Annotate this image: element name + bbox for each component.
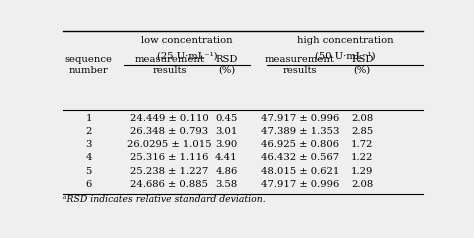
Text: 4.41: 4.41 [215, 153, 237, 162]
Text: 48.015 ± 0.621: 48.015 ± 0.621 [261, 167, 339, 176]
Text: RSD
(%): RSD (%) [215, 55, 237, 74]
Text: 2.85: 2.85 [351, 127, 374, 136]
Text: measurement
results: measurement results [265, 55, 335, 74]
Text: 46.432 ± 0.567: 46.432 ± 0.567 [261, 153, 339, 162]
Text: 2.08: 2.08 [351, 180, 374, 189]
Text: low concentration: low concentration [141, 36, 233, 45]
Text: 24.686 ± 0.885: 24.686 ± 0.885 [130, 180, 209, 189]
Text: 24.449 ± 0.110: 24.449 ± 0.110 [130, 114, 209, 123]
Text: 3: 3 [85, 140, 92, 149]
Text: 1.72: 1.72 [351, 140, 374, 149]
Text: 3.01: 3.01 [215, 127, 237, 136]
Text: 26.348 ± 0.793: 26.348 ± 0.793 [130, 127, 209, 136]
Text: 47.917 ± 0.996: 47.917 ± 0.996 [261, 180, 339, 189]
Text: sequence
number: sequence number [64, 55, 113, 74]
Text: 4.86: 4.86 [215, 167, 237, 176]
Text: 4: 4 [85, 153, 92, 162]
Text: 3.58: 3.58 [215, 180, 237, 189]
Text: high concentration: high concentration [297, 36, 393, 45]
Text: 46.925 ± 0.806: 46.925 ± 0.806 [261, 140, 339, 149]
Text: 5: 5 [85, 167, 92, 176]
Text: 47.917 ± 0.996: 47.917 ± 0.996 [261, 114, 339, 123]
Text: 3.90: 3.90 [215, 140, 237, 149]
Text: 2: 2 [85, 127, 92, 136]
Text: 25.238 ± 1.227: 25.238 ± 1.227 [130, 167, 209, 176]
Text: 0.45: 0.45 [215, 114, 237, 123]
Text: RSD
(%): RSD (%) [351, 55, 374, 74]
Text: (50 U·mL⁻¹): (50 U·mL⁻¹) [315, 51, 375, 60]
Text: (25 U·mL⁻¹): (25 U·mL⁻¹) [156, 51, 217, 60]
Text: 1.22: 1.22 [351, 153, 374, 162]
Text: 1: 1 [85, 114, 92, 123]
Text: 25.316 ± 1.116: 25.316 ± 1.116 [130, 153, 209, 162]
Text: 1.29: 1.29 [351, 167, 374, 176]
Text: 2.08: 2.08 [351, 114, 374, 123]
Text: ᵃRSD indicates relative standard deviation.: ᵃRSD indicates relative standard deviati… [63, 195, 265, 204]
Text: 47.389 ± 1.353: 47.389 ± 1.353 [261, 127, 339, 136]
Text: 6: 6 [85, 180, 92, 189]
Text: 26.0295 ± 1.015: 26.0295 ± 1.015 [127, 140, 212, 149]
Text: measurement
results: measurement results [135, 55, 204, 74]
